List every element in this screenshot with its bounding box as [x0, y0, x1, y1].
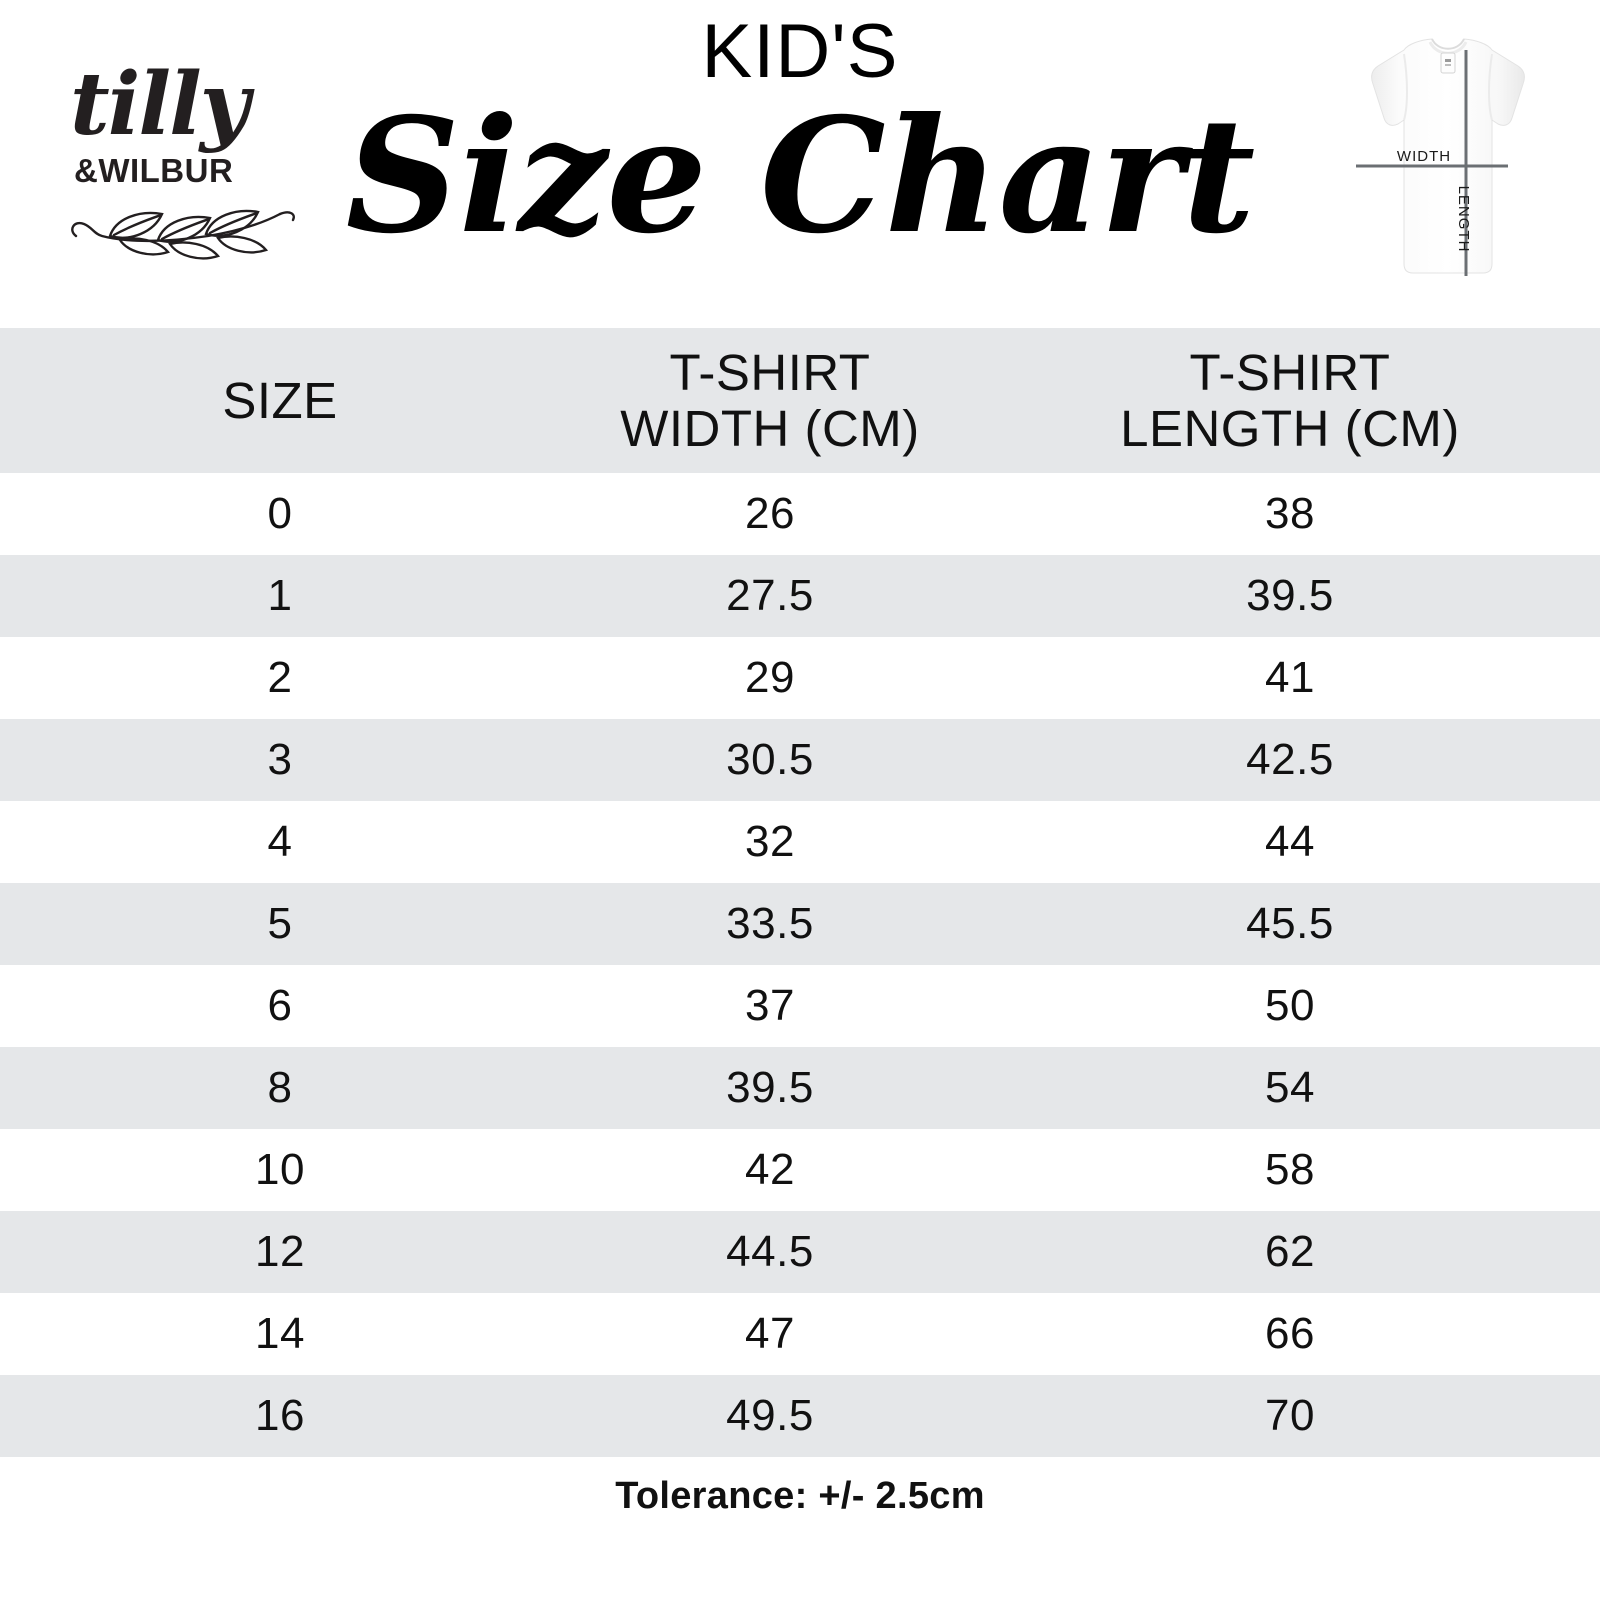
size-chart-table: SIZE T-SHIRT WIDTH (CM) T-SHIRT LENGTH (… — [0, 328, 1600, 1518]
cell-size: 6 — [267, 981, 293, 1030]
table-row: 12 44.5 62 — [0, 1211, 1600, 1293]
table-body: 0 26 38 1 27.5 39.5 2 29 41 3 30.5 42.5 4 32 44 5 33.5 45… — [0, 473, 1600, 1457]
cell-size: 0 — [267, 489, 293, 538]
table-row: 16 49.5 70 — [0, 1375, 1600, 1457]
cell-width: 44.5 — [726, 1227, 814, 1276]
cell-width: 30.5 — [726, 735, 814, 784]
cell-length: 41 — [1265, 653, 1315, 702]
brand-name-script: tilly — [70, 54, 250, 155]
cell-width: 39.5 — [726, 1063, 814, 1112]
table-row: 10 42 58 — [0, 1129, 1600, 1211]
table-header-row: SIZE T-SHIRT WIDTH (CM) T-SHIRT LENGTH (… — [0, 328, 1600, 473]
width-label: WIDTH — [1397, 148, 1451, 165]
tolerance-note: Tolerance: +/- 2.5cm — [615, 1475, 985, 1517]
length-label: LENGTH — [1455, 186, 1472, 253]
cell-length: 70 — [1265, 1391, 1315, 1440]
column-header-width: T-SHIRT WIDTH (CM) — [560, 345, 980, 455]
table-row: 3 30.5 42.5 — [0, 719, 1600, 801]
cell-width: 47 — [745, 1309, 795, 1358]
table-row: 8 39.5 54 — [0, 1047, 1600, 1129]
cell-width: 27.5 — [726, 571, 814, 620]
table-row: 6 37 50 — [0, 965, 1600, 1047]
cell-length: 38 — [1265, 489, 1315, 538]
brand-logo: tilly &WILBUR — [62, 62, 312, 262]
page-header: tilly &WILBUR KID'S Si — [0, 0, 1600, 328]
cell-width: 37 — [745, 981, 795, 1030]
cell-length: 62 — [1265, 1227, 1315, 1276]
cell-width: 29 — [745, 653, 795, 702]
cell-length: 58 — [1265, 1145, 1315, 1194]
cell-width: 26 — [745, 489, 795, 538]
cell-length: 50 — [1265, 981, 1315, 1030]
tshirt-shape — [1371, 38, 1525, 274]
cell-size: 12 — [255, 1227, 305, 1276]
cell-length: 39.5 — [1246, 571, 1334, 620]
cell-width: 42 — [745, 1145, 795, 1194]
cell-length: 44 — [1265, 817, 1315, 866]
measurement-lines — [1356, 50, 1508, 276]
cell-size: 5 — [267, 899, 293, 948]
tshirt-diagram: WIDTH LENGTH — [1304, 14, 1592, 302]
cell-size: 1 — [267, 571, 293, 620]
table-row: 1 27.5 39.5 — [0, 555, 1600, 637]
leaf-branch-icon — [58, 190, 308, 265]
brand-name-sub: &WILBUR — [74, 152, 234, 189]
cell-size: 3 — [267, 735, 293, 784]
column-header-width-line2: WIDTH (CM) — [620, 399, 920, 457]
table-row: 4 32 44 — [0, 801, 1600, 883]
cell-length: 45.5 — [1246, 899, 1334, 948]
cell-size: 14 — [255, 1309, 305, 1358]
column-header-size: SIZE — [222, 371, 338, 429]
cell-size: 10 — [255, 1145, 305, 1194]
column-header-length-line2: LENGTH (CM) — [1120, 399, 1460, 457]
title-eyebrow: KID'S — [701, 9, 899, 94]
cell-length: 42.5 — [1246, 735, 1334, 784]
cell-length: 54 — [1265, 1063, 1315, 1112]
column-header-length: T-SHIRT LENGTH (CM) — [980, 345, 1600, 455]
table-row: 14 47 66 — [0, 1293, 1600, 1375]
cell-size: 2 — [267, 653, 293, 702]
table-row: 0 26 38 — [0, 473, 1600, 555]
table-row: 2 29 41 — [0, 637, 1600, 719]
column-header-length-line1: T-SHIRT — [1189, 344, 1391, 402]
cell-size: 8 — [267, 1063, 293, 1112]
column-header-width-line1: T-SHIRT — [669, 344, 871, 402]
cell-width: 49.5 — [726, 1391, 814, 1440]
cell-size: 4 — [267, 817, 293, 866]
table-row: 5 33.5 45.5 — [0, 883, 1600, 965]
cell-width: 33.5 — [726, 899, 814, 948]
cell-width: 32 — [745, 817, 795, 866]
page-title: Size Chart — [345, 84, 1256, 269]
cell-length: 66 — [1265, 1309, 1315, 1358]
cell-size: 16 — [255, 1391, 305, 1440]
